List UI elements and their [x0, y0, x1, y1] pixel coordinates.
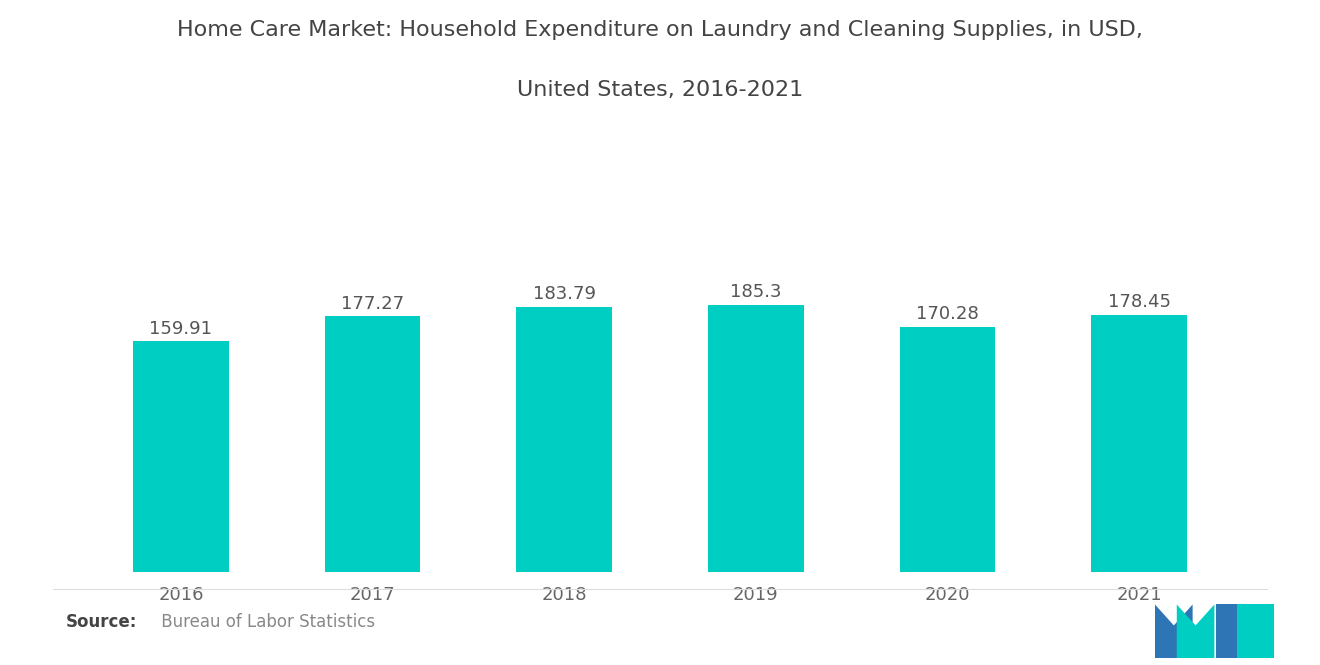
Text: Source:: Source:	[66, 612, 137, 631]
Text: Home Care Market: Household Expenditure on Laundry and Cleaning Supplies, in USD: Home Care Market: Household Expenditure …	[177, 20, 1143, 40]
Text: United States, 2016-2021: United States, 2016-2021	[517, 80, 803, 100]
Bar	[133, 342, 228, 572]
Text: 159.91: 159.91	[149, 320, 213, 338]
Text: 183.79: 183.79	[533, 285, 595, 303]
Text: 178.45: 178.45	[1107, 293, 1171, 311]
Polygon shape	[1177, 604, 1214, 658]
Bar	[708, 305, 804, 572]
Text: Bureau of Labor Statistics: Bureau of Labor Statistics	[156, 612, 375, 631]
Polygon shape	[1216, 604, 1254, 658]
Text: 177.27: 177.27	[341, 295, 404, 313]
Text: 185.3: 185.3	[730, 283, 781, 301]
Bar	[1092, 315, 1187, 572]
Text: 170.28: 170.28	[916, 305, 979, 323]
Polygon shape	[1155, 604, 1193, 658]
Bar	[325, 317, 421, 572]
Bar	[516, 307, 612, 572]
Polygon shape	[1237, 604, 1274, 658]
Bar	[899, 327, 995, 572]
